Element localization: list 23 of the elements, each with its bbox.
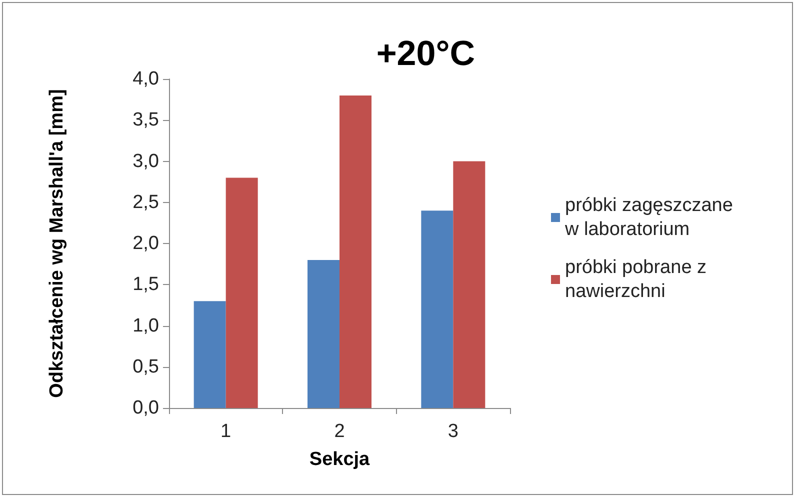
bar: [308, 260, 340, 408]
legend-label: próbki zagęszczane w laboratorium: [564, 195, 738, 240]
y-tick-label: 1,5: [132, 274, 159, 296]
y-tick-label: 2,0: [132, 233, 159, 254]
bar: [421, 210, 454, 408]
y-tick-label: 3,5: [132, 110, 159, 131]
y-axis-title: Odkształcenie wg Marshall'a [mm]: [46, 89, 68, 398]
y-tick-label: 0,5: [132, 356, 159, 378]
x-tick-label: 1: [220, 421, 232, 442]
y-tick-label: 3,0: [132, 150, 159, 172]
x-axis-title: Sekcja: [309, 449, 370, 470]
y-tick-label: 4,0: [132, 68, 159, 90]
y-tick-label: 0,0: [132, 398, 159, 418]
y-tick-label: 1,0: [132, 315, 159, 336]
bar: [226, 178, 258, 408]
bar: [453, 161, 486, 408]
y-tick-label: 2,5: [132, 192, 159, 213]
chart-title: +20°C: [376, 34, 476, 73]
bar: [194, 301, 226, 408]
bar: [340, 95, 372, 408]
x-tick-label: 3: [448, 421, 458, 442]
legend-label: próbki pobrane z nawierzchni: [565, 257, 712, 302]
x-tick-label: 2: [334, 421, 345, 442]
